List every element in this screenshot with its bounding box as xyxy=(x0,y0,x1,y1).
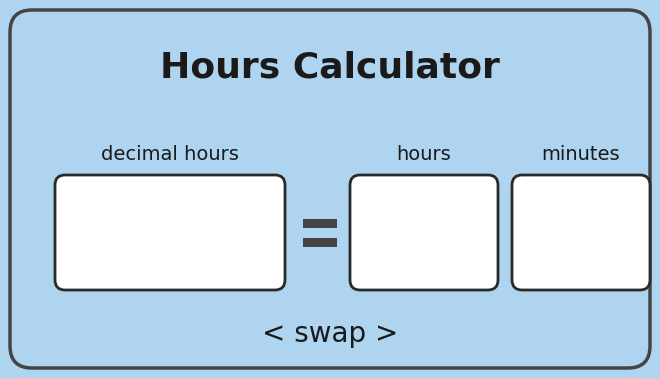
Text: minutes: minutes xyxy=(542,146,620,164)
Text: < swap >: < swap > xyxy=(262,320,398,348)
FancyBboxPatch shape xyxy=(350,175,498,290)
Bar xyxy=(303,218,337,228)
FancyBboxPatch shape xyxy=(55,175,285,290)
FancyBboxPatch shape xyxy=(512,175,650,290)
Bar xyxy=(303,237,337,246)
Text: Hours Calculator: Hours Calculator xyxy=(160,51,500,85)
FancyBboxPatch shape xyxy=(10,10,650,368)
Text: decimal hours: decimal hours xyxy=(101,146,239,164)
Text: hours: hours xyxy=(397,146,451,164)
